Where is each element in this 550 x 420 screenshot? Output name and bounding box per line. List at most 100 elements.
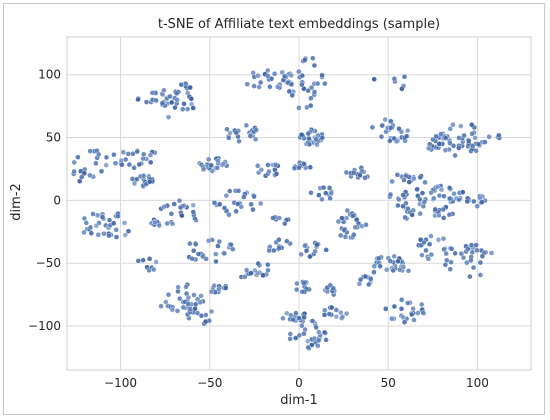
data-point-840 [293, 335, 299, 341]
data-point-772 [158, 303, 164, 309]
data-point-261 [98, 168, 105, 175]
data-point-442 [395, 202, 401, 209]
data-point-513 [125, 228, 132, 234]
data-point-409 [250, 206, 256, 213]
data-point-694 [426, 241, 433, 247]
data-point-235 [466, 138, 472, 144]
data-point-530 [176, 197, 183, 204]
data-point-712 [449, 246, 455, 252]
data-point-6 [143, 99, 150, 105]
data-point-89 [302, 57, 308, 63]
data-point-421 [328, 190, 334, 196]
data-point-730 [465, 246, 471, 252]
data-point-367 [422, 179, 428, 186]
data-point-799 [208, 308, 215, 315]
data-point-276 [122, 156, 129, 163]
data-point-598 [230, 246, 236, 252]
data-point-285 [136, 161, 142, 168]
data-point-266 [87, 148, 93, 154]
data-point-603 [221, 250, 228, 257]
data-point-873 [293, 310, 299, 316]
data-point-820 [208, 289, 215, 295]
data-point-469 [456, 196, 462, 203]
data-point-286 [125, 151, 132, 157]
data-point-785 [198, 293, 204, 299]
data-point-240 [438, 131, 444, 137]
data-point-749 [294, 280, 300, 287]
data-point-340 [266, 168, 272, 175]
data-point-675 [391, 253, 397, 260]
data-point-690 [419, 252, 425, 258]
data-point-908 [362, 273, 369, 280]
data-point-602 [195, 251, 202, 257]
data-point-482 [464, 198, 470, 205]
data-point-179 [391, 135, 397, 142]
data-point-628 [276, 236, 282, 243]
data-point-336 [265, 162, 271, 168]
data-point-444 [396, 196, 402, 203]
data-point-901 [383, 306, 389, 312]
data-point-440 [417, 196, 423, 203]
data-point-238 [442, 147, 449, 153]
data-point-243 [436, 141, 442, 147]
data-point-472 [474, 203, 480, 209]
data-point-191 [472, 135, 478, 141]
data-point-733 [442, 262, 449, 268]
data-point-101 [305, 87, 311, 94]
data-point-633 [302, 243, 308, 249]
data-point-259 [103, 154, 110, 161]
data-point-398 [251, 193, 257, 200]
data-point-287 [140, 151, 147, 157]
data-point-375 [406, 179, 412, 185]
data-point-120 [226, 135, 232, 141]
data-point-580 [405, 205, 411, 212]
data-point-44 [188, 95, 195, 102]
data-point-29 [165, 114, 172, 120]
data-point-692 [425, 256, 431, 262]
data-point-865 [313, 324, 319, 331]
data-point-678 [390, 267, 396, 274]
data-point-213 [475, 141, 482, 147]
plot-area [66, 36, 532, 371]
data-point-400 [221, 205, 228, 211]
data-point-531 [177, 204, 184, 211]
data-point-807 [187, 306, 194, 312]
data-point-277 [131, 165, 137, 171]
data-point-448 [400, 203, 406, 209]
data-point-378 [389, 178, 395, 185]
data-point-325 [209, 168, 216, 174]
y-tick-label-2: 0 [53, 193, 61, 207]
data-point-319 [220, 160, 227, 167]
data-point-812 [211, 282, 218, 289]
data-point-532 [190, 202, 196, 208]
data-point-470 [446, 195, 453, 202]
data-point-637 [307, 253, 313, 260]
data-point-771 [177, 296, 183, 302]
data-point-491 [81, 215, 88, 222]
data-point-109 [399, 86, 405, 92]
data-point-110 [401, 73, 408, 80]
data-point-78 [296, 68, 302, 75]
data-point-103 [322, 80, 328, 87]
data-point-69 [268, 75, 275, 82]
data-point-246 [443, 135, 449, 141]
data-point-129 [247, 133, 254, 139]
data-point-360 [343, 169, 350, 176]
data-point-155 [306, 135, 312, 142]
data-point-90 [319, 72, 325, 79]
data-point-439 [414, 186, 420, 193]
data-point-417 [326, 185, 333, 191]
data-point-269 [140, 155, 146, 162]
data-point-260 [103, 162, 109, 168]
data-point-96 [315, 80, 321, 87]
data-point-789 [197, 299, 204, 305]
y-tick-label-1: −50 [36, 256, 61, 270]
data-point-121 [224, 126, 230, 132]
data-point-413 [238, 204, 245, 210]
data-point-888 [398, 306, 405, 312]
x-tick-label-4: 100 [466, 376, 489, 390]
data-point-863 [316, 329, 322, 335]
data-point-855 [315, 343, 321, 349]
data-point-94 [286, 88, 292, 95]
data-point-830 [333, 314, 339, 320]
